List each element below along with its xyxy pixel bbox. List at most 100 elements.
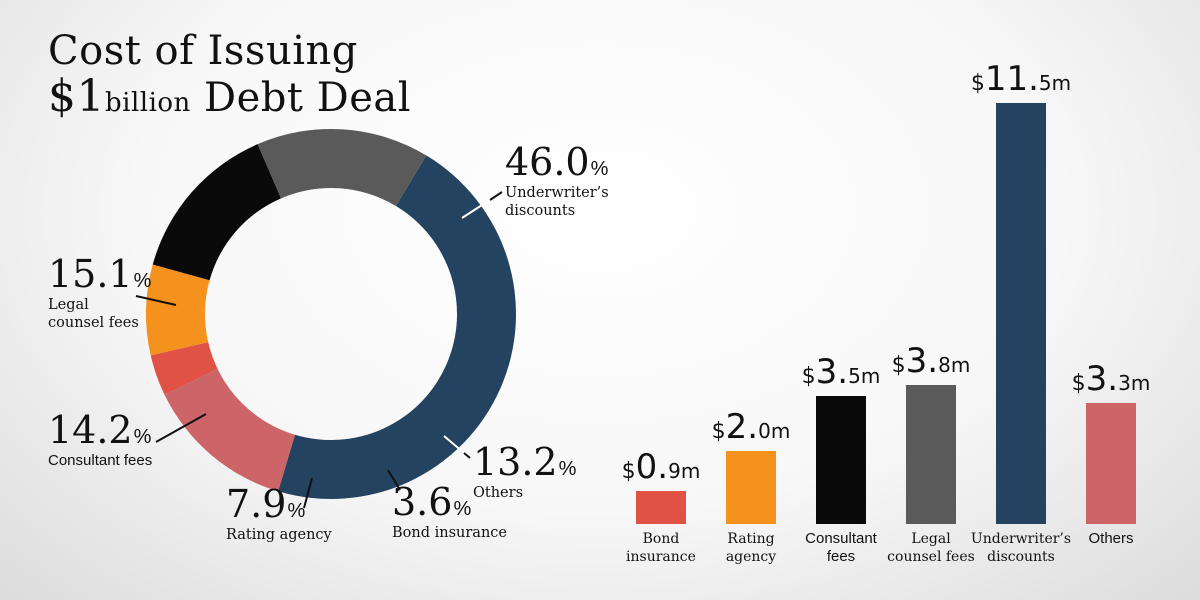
bar-value-num: 0. bbox=[635, 447, 669, 488]
donut-leaders bbox=[135, 191, 503, 509]
bar-value-cur: $ bbox=[970, 71, 985, 97]
bar-value-num: 3. bbox=[1085, 359, 1119, 400]
bar-category-label: Consultant fees bbox=[789, 530, 893, 566]
donut-label-percent: 15.1% bbox=[48, 254, 151, 294]
bar-value-unit: 5m bbox=[1038, 71, 1072, 96]
donut-label-percent: 13.2% bbox=[473, 442, 576, 482]
chart-title: Cost of Issuing $1billion Debt Deal bbox=[48, 28, 411, 126]
donut-label-value: 46.0 bbox=[505, 140, 590, 184]
bar-legal-counsel-fees bbox=[906, 384, 956, 524]
donut-slice-others bbox=[164, 368, 296, 492]
bar-value-label: $0.9m bbox=[622, 447, 701, 487]
title-line-1: Cost of Issuing bbox=[48, 28, 358, 74]
donut-label-name-line: discounts bbox=[505, 203, 576, 219]
bar-value-label: $11.5m bbox=[971, 59, 1071, 99]
bar-others bbox=[1086, 403, 1136, 524]
donut-label-legal-counsel-fees: 15.1% Legal counsel fees bbox=[48, 254, 151, 332]
bar-bond-insurance bbox=[636, 491, 686, 524]
donut-slice-bond-insurance bbox=[150, 342, 218, 395]
donut-slices bbox=[146, 129, 517, 499]
bar-category-line: Bond bbox=[642, 531, 680, 547]
donut-slice-rating-agency bbox=[146, 264, 210, 356]
bar-value-num: 3. bbox=[905, 340, 939, 381]
bar-category-line: fees bbox=[826, 548, 856, 565]
bar-category-line: discounts bbox=[987, 549, 1055, 565]
donut-label-others: 13.2% Others bbox=[473, 442, 576, 502]
donut-label-percent: 14.2% bbox=[48, 410, 152, 450]
bar-category-label: Legal counsel fees bbox=[879, 530, 983, 566]
donut-label-name-line: Rating agency bbox=[226, 527, 332, 543]
bar-category-line: Underwriter’s bbox=[970, 531, 1072, 547]
donut-label-value: 7.9 bbox=[226, 482, 287, 526]
bar-value-unit: 8m bbox=[938, 352, 971, 377]
donut-label-unit: % bbox=[558, 458, 577, 480]
bar-value-unit: 9m bbox=[668, 459, 701, 484]
bar-value-cur: $ bbox=[891, 352, 906, 378]
bar-category-line: Consultant bbox=[805, 530, 877, 547]
donut-slice-legal-counsel-fees bbox=[257, 129, 427, 206]
bar-category-line: Rating bbox=[727, 531, 775, 547]
donut-label-underwriter-s-discounts: 46.0% Underwriter’s discounts bbox=[505, 142, 609, 220]
title-currency: $ bbox=[48, 71, 77, 122]
donut-slice-underwriter-s-discounts bbox=[278, 155, 517, 499]
donut-label-value: 13.2 bbox=[473, 440, 558, 484]
donut-label-rating-agency: 7.9% Rating agency bbox=[226, 484, 332, 544]
donut-label-name: Consultant fees bbox=[48, 452, 152, 470]
donut-label-name: Others bbox=[473, 484, 576, 502]
bar-value-unit: 0m bbox=[758, 418, 791, 443]
bar-value-label: $3.3m bbox=[1072, 359, 1151, 399]
donut-label-name: Bond insurance bbox=[392, 524, 507, 542]
leader-line-consultant-fees bbox=[155, 413, 207, 443]
bar-value-num: 3. bbox=[815, 351, 849, 392]
bar-value-label: $3.5m bbox=[802, 352, 881, 392]
bar-value-num: 11. bbox=[984, 59, 1039, 100]
title-amount: 1 bbox=[76, 71, 105, 122]
donut-label-unit: % bbox=[133, 270, 152, 292]
bar-consultant-fees bbox=[816, 395, 866, 524]
donut-label-percent: 46.0% bbox=[505, 142, 609, 182]
bar-category-label: Underwriter’s discounts bbox=[969, 530, 1073, 566]
donut-label-unit: % bbox=[133, 426, 152, 448]
donut-label-name-line: Underwriter’s bbox=[505, 185, 609, 201]
bar-value-cur: $ bbox=[621, 459, 636, 485]
donut-slice-consultant-fees bbox=[152, 144, 282, 281]
title-line-2: $1billion Debt Deal bbox=[48, 74, 411, 126]
bar-rating-agency bbox=[726, 450, 776, 524]
donut-label-name-line: Others bbox=[473, 485, 524, 501]
donut-label-percent: 7.9% bbox=[226, 484, 332, 524]
donut-label-name-line: Legal bbox=[48, 297, 89, 313]
title-amount-unit: billion bbox=[105, 88, 191, 118]
donut-label-value: 15.1 bbox=[48, 252, 133, 296]
leader-tail-underwriter-s-discounts bbox=[489, 191, 503, 201]
donut-label-name-line: counsel fees bbox=[48, 315, 139, 331]
bar-value-label: $2.0m bbox=[712, 407, 791, 447]
leader-line-bond-insurance bbox=[387, 469, 401, 491]
donut-label-name-line: Bond insurance bbox=[392, 525, 507, 541]
bar-underwriter-s-discounts bbox=[996, 103, 1046, 524]
donut-label-name: Underwriter’s discounts bbox=[505, 184, 609, 220]
donut-label-unit: % bbox=[453, 498, 472, 520]
bar-category-label: Others bbox=[1059, 530, 1163, 548]
leader-line-rating-agency bbox=[303, 477, 313, 509]
donut-label-value: 14.2 bbox=[48, 408, 133, 452]
bar-value-cur: $ bbox=[1071, 371, 1086, 397]
bar-category-line: Legal bbox=[911, 531, 951, 547]
donut-label-unit: % bbox=[287, 500, 306, 522]
bar-value-label: $3.8m bbox=[892, 341, 971, 381]
donut-label-name-line: Consultant fees bbox=[48, 452, 153, 469]
bar-category-line: agency bbox=[725, 549, 777, 565]
title-rest: Debt Deal bbox=[190, 75, 412, 121]
donut-label-bond-insurance: 3.6% Bond insurance bbox=[392, 482, 507, 542]
bar-category-label: Bond insurance bbox=[609, 530, 713, 566]
bar-value-cur: $ bbox=[711, 418, 726, 444]
donut-label-name: Rating agency bbox=[226, 526, 332, 544]
donut-label-consultant-fees: 14.2% Consultant fees bbox=[48, 410, 152, 470]
bar-value-unit: 5m bbox=[848, 363, 881, 388]
bar-category-line: Others bbox=[1088, 530, 1134, 547]
donut-label-unit: % bbox=[590, 158, 609, 180]
donut-label-percent: 3.6% bbox=[392, 482, 507, 522]
donut-label-name: Legal counsel fees bbox=[48, 296, 151, 332]
bar-value-num: 2. bbox=[725, 406, 759, 447]
bar-category-label: Rating agency bbox=[699, 530, 803, 566]
bar-value-unit: 3m bbox=[1118, 371, 1151, 396]
